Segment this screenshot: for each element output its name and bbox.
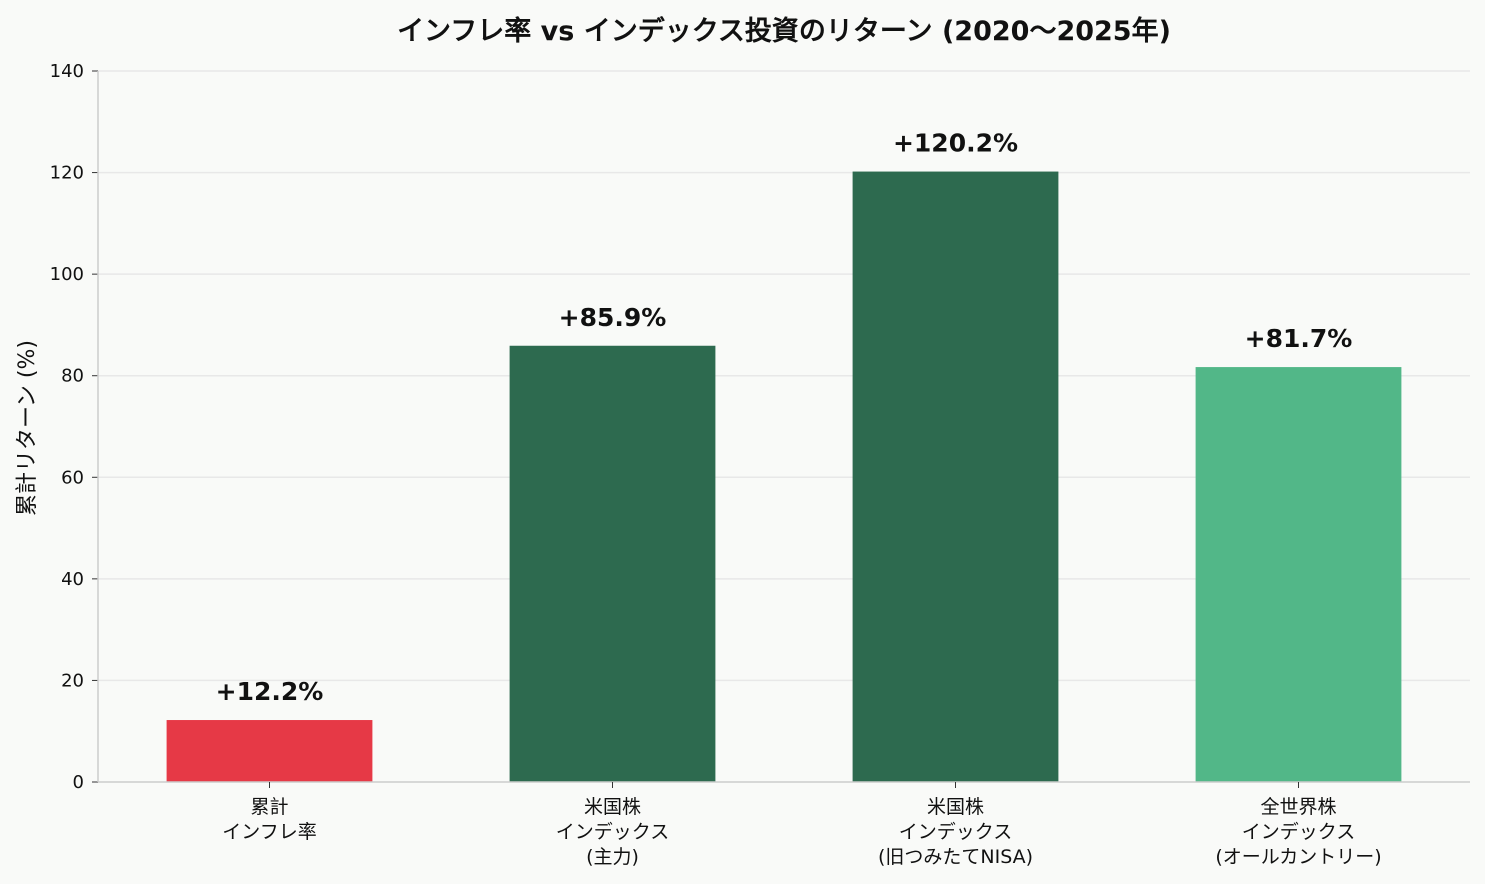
- y-tick-label: 80: [61, 366, 84, 387]
- x-tick-label: 米国株: [584, 796, 641, 818]
- x-tick-label: 全世界株: [1260, 796, 1336, 818]
- y-axis-title: 累計リターン (%): [15, 340, 40, 516]
- data-label: +85.9%: [559, 303, 667, 332]
- x-tick-label: 累計: [250, 796, 288, 818]
- y-tick-label: 40: [61, 569, 84, 590]
- x-tick-label: (オールカントリー): [1215, 846, 1381, 868]
- grid-lines: [98, 70, 1470, 682]
- x-tick-label: インデックス: [899, 821, 1012, 843]
- data-label: +120.2%: [893, 129, 1018, 158]
- bar: [1195, 367, 1402, 782]
- y-tick-label: 140: [50, 61, 84, 82]
- x-tick-label: (旧つみたてNISA): [878, 846, 1033, 868]
- bars: [166, 171, 1402, 782]
- bar: [509, 345, 716, 782]
- x-tick-label: インデックス: [1242, 821, 1355, 843]
- bar: [166, 720, 373, 782]
- data-label: +12.2%: [216, 677, 324, 706]
- bar: [852, 171, 1059, 782]
- y-tick-label: 0: [73, 772, 84, 793]
- y-tick-label: 120: [50, 163, 84, 184]
- x-tick-label: (主力): [586, 846, 639, 868]
- x-tick-label: 米国株: [927, 796, 984, 818]
- y-tick-label: 60: [61, 467, 84, 488]
- chart-title: インフレ率 vs インデックス投資のリターン (2020～2025年): [397, 15, 1171, 47]
- y-tick-label: 20: [61, 670, 84, 691]
- data-labels: +12.2% +85.9% +120.2% +81.7%: [216, 129, 1353, 706]
- y-tick-label: 100: [50, 264, 84, 285]
- data-label: +81.7%: [1245, 324, 1353, 353]
- x-tick-label: インフレ率: [222, 821, 316, 843]
- x-tick-label: インデックス: [556, 821, 669, 843]
